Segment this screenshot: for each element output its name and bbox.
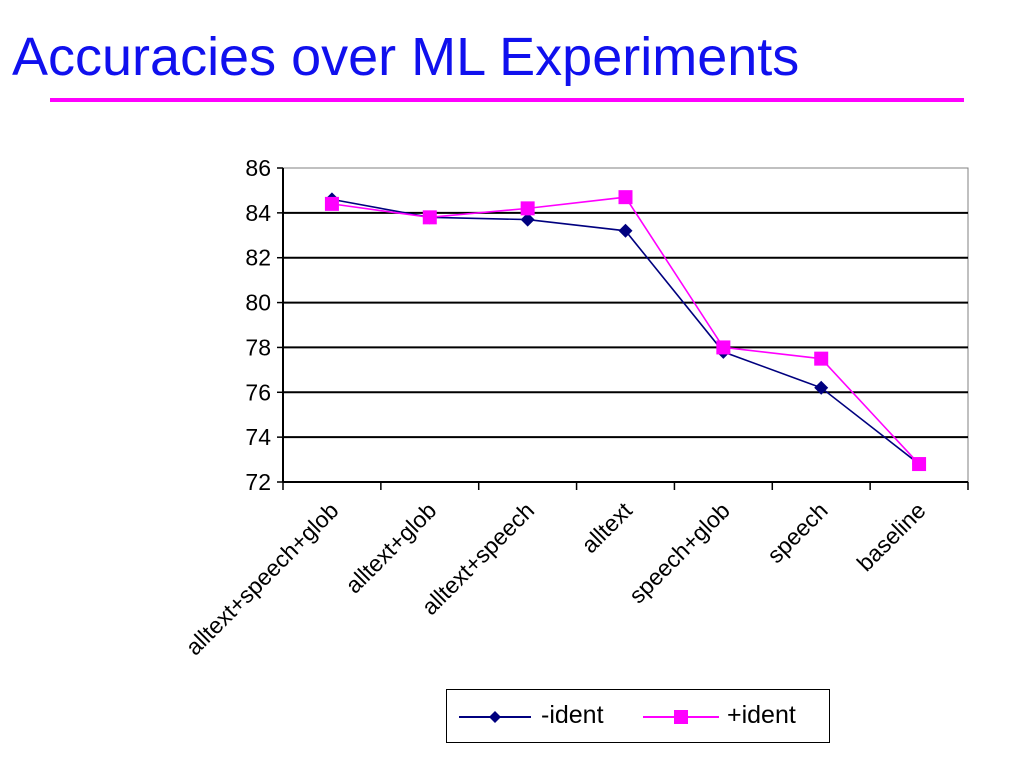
legend-line-square-icon xyxy=(643,710,719,724)
x-tick-label: alltext+glob xyxy=(340,497,441,598)
data-point-square xyxy=(324,196,339,211)
title-underline xyxy=(50,98,964,102)
y-tick-label: 82 xyxy=(245,245,271,271)
x-tick-label: alltext+speech+glob xyxy=(180,497,343,660)
y-tick-label: 76 xyxy=(245,379,271,405)
legend-line-diamond-icon xyxy=(459,711,531,723)
data-point-diamond xyxy=(520,212,535,227)
data-point-square xyxy=(912,457,927,472)
data-point-diamond xyxy=(618,223,633,238)
x-tick-label: alltext xyxy=(576,497,637,558)
data-point-square xyxy=(618,190,633,205)
data-point-square xyxy=(716,340,731,355)
legend-label: +ident xyxy=(727,701,796,729)
legend-item-minus-ident: -ident xyxy=(455,690,625,742)
y-tick-label: 84 xyxy=(245,200,271,226)
y-tick-label: 74 xyxy=(245,424,271,450)
x-tick-label: speech xyxy=(762,497,833,568)
y-tick-label: 86 xyxy=(245,155,271,181)
legend-label: -ident xyxy=(541,701,604,729)
data-point-square xyxy=(814,351,829,366)
x-tick-label: baseline xyxy=(852,497,931,576)
plot-area xyxy=(282,167,969,483)
data-point-diamond xyxy=(814,380,829,395)
legend-item-plus-ident: +ident xyxy=(639,690,825,742)
data-point-square xyxy=(520,201,535,216)
data-point-square xyxy=(422,210,437,225)
y-tick-label: 78 xyxy=(245,334,271,360)
y-tick-label: 80 xyxy=(245,290,271,316)
slide-title: Accuracies over ML Experiments xyxy=(12,27,800,87)
x-tick-label: speech+glob xyxy=(624,497,735,608)
y-tick-label: 72 xyxy=(245,469,271,495)
chart-legend: -ident +ident xyxy=(446,689,830,743)
